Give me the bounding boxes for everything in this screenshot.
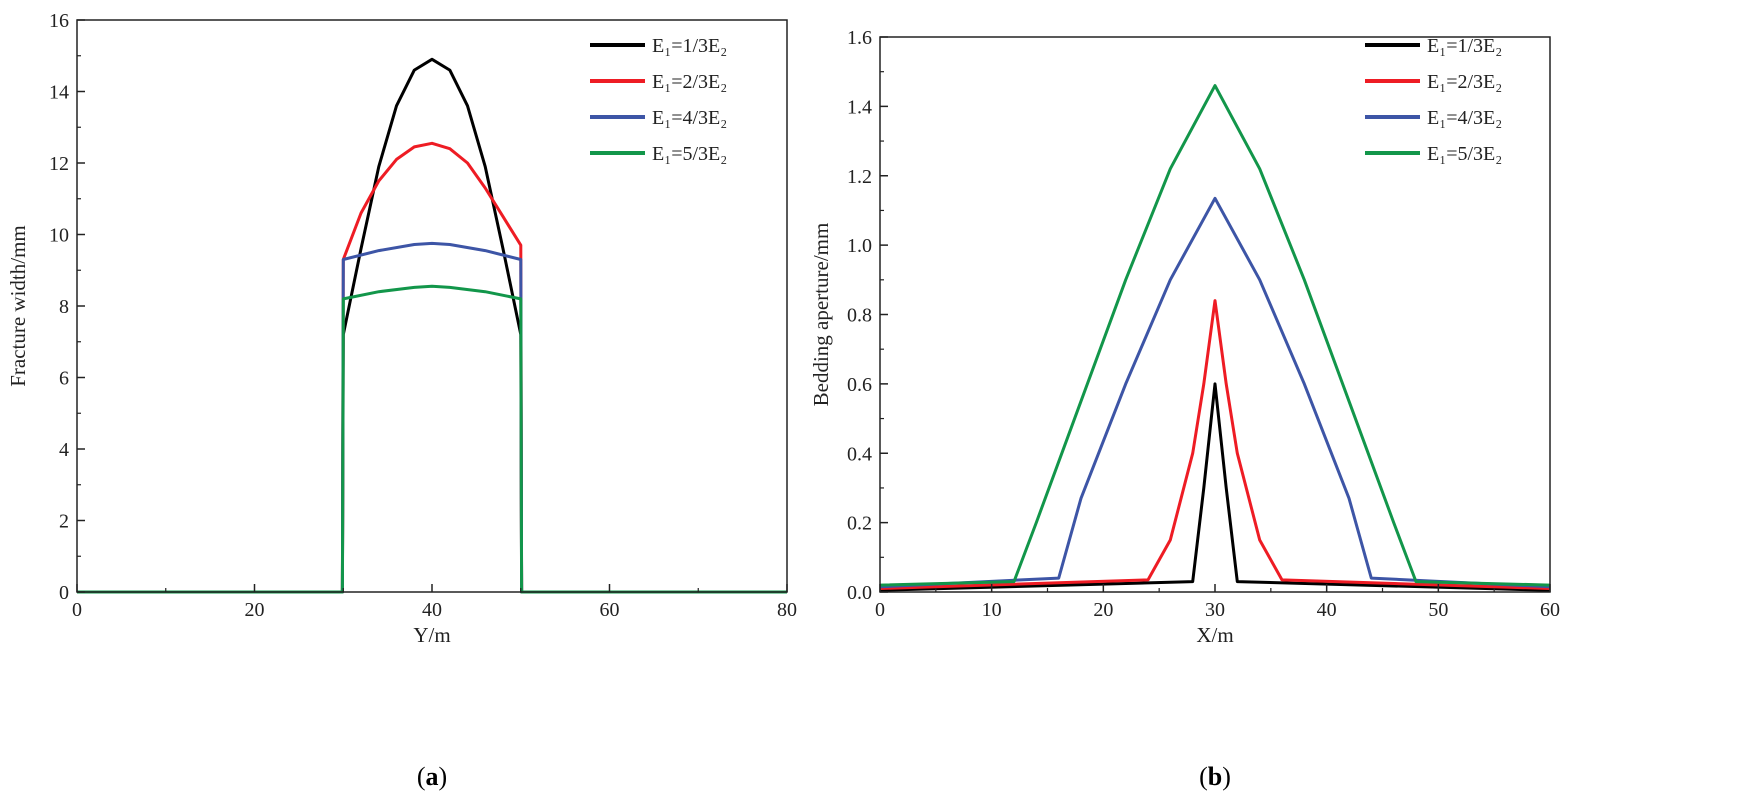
x-tick-label: 60 — [1540, 599, 1560, 621]
series-line-1 — [77, 57, 787, 594]
legend: E₁=1/3E₂ E₁=2/3E₂ E₁=4/3E₂ E₁=5/3E₂ — [590, 35, 727, 165]
y-tick-label: 0.4 — [847, 443, 872, 465]
x-tick-label: 20 — [245, 599, 265, 621]
y-tick-label: 0.8 — [847, 305, 872, 327]
legend: E₁=1/3E₂ E₁=2/3E₂ E₁=4/3E₂ E₁=5/3E₂ — [1365, 35, 1502, 165]
x-tick-label: 10 — [982, 599, 1002, 621]
x-tick-label: 0 — [72, 599, 82, 621]
y-tick-label: 2 — [59, 511, 69, 533]
legend-label: E₁=1/3E₂ — [1427, 35, 1502, 57]
x-axis-label: X/m — [1196, 623, 1233, 647]
y-tick-label: 1.0 — [847, 235, 872, 257]
legend-label: E₁=5/3E₂ — [652, 143, 727, 165]
panel-label: (a) — [417, 762, 447, 791]
x-tick-label: 40 — [1317, 599, 1337, 621]
legend-label: E₁=2/3E₂ — [652, 71, 727, 93]
y-tick-label: 0 — [59, 582, 69, 604]
chart-a: 0 20 40 60 80 0 2 4 6 8 10 12 14 16 Y/m Fracture width/… — [6, 10, 797, 791]
panel-label: (b) — [1199, 762, 1231, 791]
series-line-1 — [879, 382, 1551, 592]
y-tick-label: 8 — [59, 296, 69, 318]
legend-label: E₁=5/3E₂ — [1427, 143, 1502, 165]
legend-label: E₁=4/3E₂ — [652, 107, 727, 129]
series-line-3 — [879, 196, 1551, 589]
x-axis-label: Y/m — [413, 623, 450, 647]
series-line-4 — [879, 84, 1551, 587]
y-tick-label: 16 — [49, 10, 69, 32]
y-tick-label: 0.6 — [847, 374, 872, 396]
legend-label: E₁=2/3E₂ — [1427, 71, 1502, 93]
y-axis-label: Bedding aperture/mm — [809, 223, 833, 407]
y-tick-label: 10 — [49, 225, 69, 247]
x-tick-label: 30 — [1205, 599, 1225, 621]
legend-label: E₁=1/3E₂ — [652, 35, 727, 57]
y-tick-label: 0.0 — [847, 582, 872, 604]
y-tick-label: 0.2 — [847, 513, 872, 535]
x-tick-label: 50 — [1428, 599, 1448, 621]
x-tick-label: 60 — [600, 599, 620, 621]
y-tick-label: 1.4 — [847, 96, 872, 118]
y-tick-label: 1.6 — [847, 27, 872, 49]
y-tick-label: 1.2 — [847, 166, 872, 188]
y-tick-label: 12 — [49, 153, 69, 175]
y-axis-label: Fracture width/mm — [6, 225, 30, 387]
legend-label: E₁=4/3E₂ — [1427, 107, 1502, 129]
x-tick-label: 80 — [777, 599, 797, 621]
x-tick-label: 20 — [1093, 599, 1113, 621]
series-line-4 — [77, 284, 787, 594]
x-tick-label: 40 — [422, 599, 442, 621]
y-tick-label: 14 — [49, 82, 69, 104]
series-line-2 — [77, 141, 787, 594]
series-line-3 — [77, 241, 787, 594]
y-tick-label: 6 — [59, 368, 69, 390]
series-line-2 — [879, 299, 1551, 590]
chart-b: 0 10 20 30 40 50 60 0.0 0.2 0.4 0.6 0.8 1.0 1.2 1.4 1.6… — [809, 27, 1560, 791]
x-tick-label: 0 — [875, 599, 885, 621]
plot-frame — [76, 19, 788, 593]
y-tick-label: 4 — [59, 439, 69, 461]
